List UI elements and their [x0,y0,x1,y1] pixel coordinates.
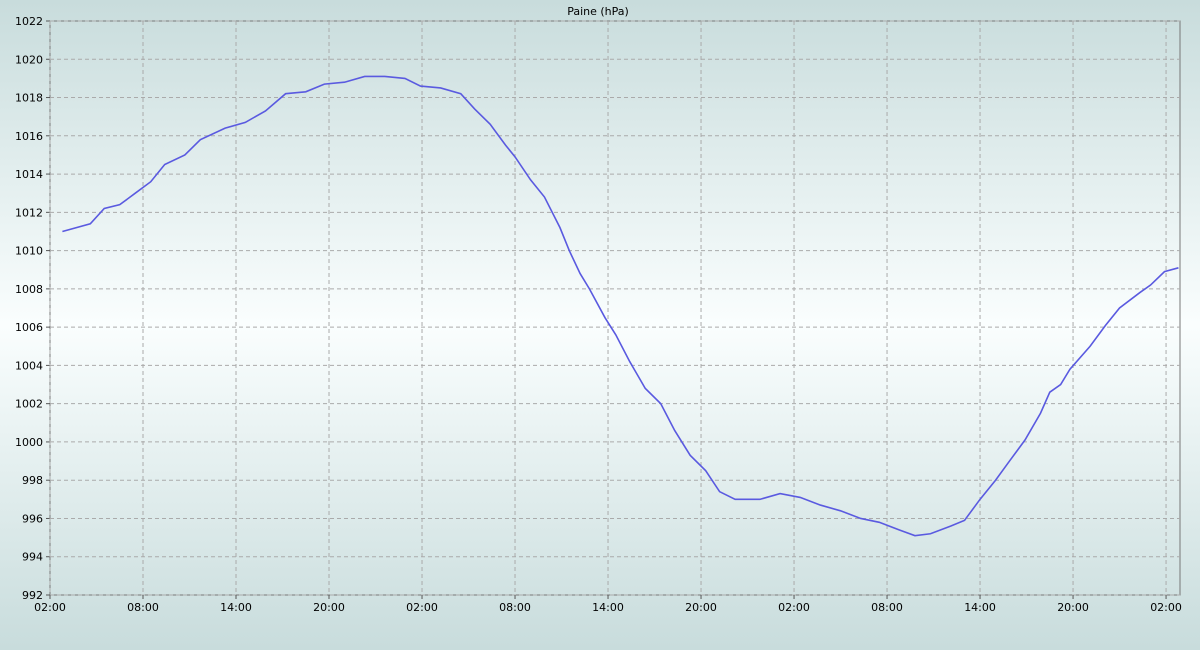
x-tick-label: 08:00 [127,601,159,614]
x-tick-label: 14:00 [220,601,252,614]
chart-title: Paine (hPa) [567,5,629,18]
y-tick-label: 1002 [15,398,43,411]
x-tick-label: 20:00 [313,601,345,614]
y-tick-label: 1006 [15,321,43,334]
y-tick-label: 1016 [15,130,43,143]
x-tick-label: 02:00 [406,601,438,614]
x-tick-label: 02:00 [34,601,66,614]
x-tick-label: 02:00 [1150,601,1182,614]
data-line [62,75,1179,537]
x-tick-label: 20:00 [1057,601,1089,614]
y-tick-label: 1014 [15,168,43,181]
y-tick-label: 1008 [15,283,43,296]
x-tick-label: 14:00 [592,601,624,614]
y-tick-label: 1000 [15,436,43,449]
y-tick-label: 1018 [15,92,43,105]
x-tick-label: 02:00 [778,601,810,614]
y-tick-label: 1022 [15,15,43,28]
y-tick-label: 1012 [15,206,43,219]
y-tick-label: 996 [22,512,43,525]
y-tick-label: 998 [22,474,43,487]
x-tick-label: 20:00 [685,601,717,614]
y-tick-label: 1004 [15,359,43,372]
y-tick-label: 994 [22,551,43,564]
y-tick-label: 1010 [15,245,43,258]
y-tick-label: 992 [22,589,43,602]
x-tick-label: 14:00 [964,601,996,614]
y-tick-label: 1020 [15,53,43,66]
x-tick-label: 08:00 [871,601,903,614]
x-tick-label: 08:00 [499,601,531,614]
